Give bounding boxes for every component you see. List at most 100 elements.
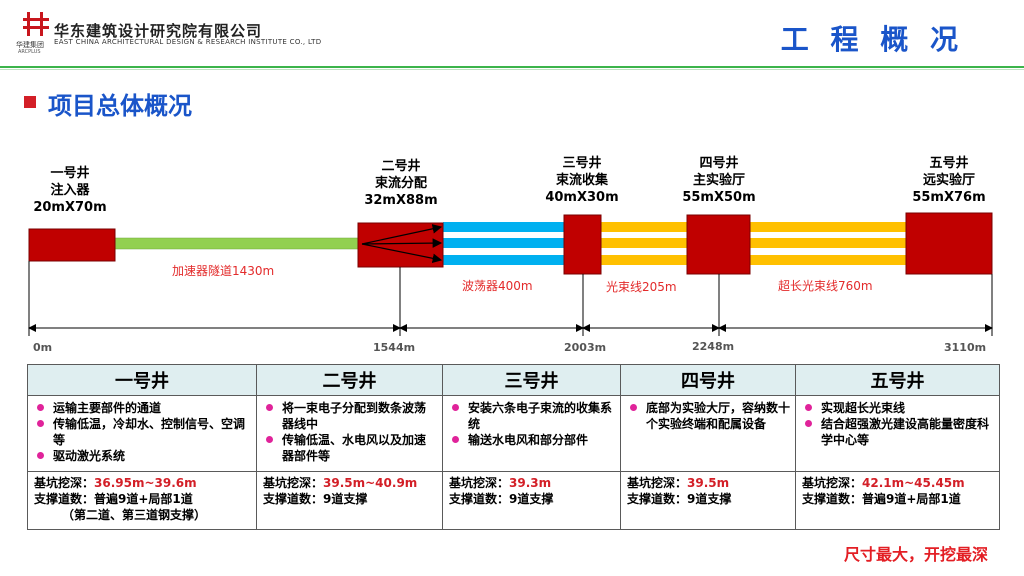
dimension-line (28, 261, 993, 336)
shaft-2-function: 束流分配 (374, 176, 427, 191)
list-item: 实现超长光束线 (805, 400, 994, 416)
beamlines (601, 222, 687, 265)
shaft-3-label: 三号井 束流收集 40mX30m (541, 155, 623, 206)
long-beamlines (750, 222, 906, 265)
depth-value: 39.5m~40.9m (323, 476, 418, 490)
table-header-row: 一号井 二号井 三号井 四号井 五号井 (27, 364, 1000, 396)
tunnel-diagram (28, 212, 993, 336)
depth-label: 基坑挖深： (263, 476, 324, 490)
section-bullet-icon (24, 96, 36, 108)
header-divider-light (0, 69, 1024, 70)
list-item: 传输低温、水电风以及加速器部件等 (266, 432, 437, 464)
company-logo-icon (23, 12, 49, 36)
shaft-4-label: 四号井 主实验厅 55mX50m (674, 155, 764, 206)
distance-1544: 1544m (373, 341, 416, 354)
support-label: 支撑道数： (627, 492, 688, 506)
long-beamline-label: 超长光束线760m (778, 279, 873, 293)
distance-2003: 2003m (564, 341, 607, 354)
depth-value: 39.5m (687, 476, 730, 490)
list-item: 安装六条电子束流的收集系统 (452, 400, 615, 432)
functions-shaft-5: 实现超长光束线 结合超强激光建设高能量密度科学中心等 (795, 395, 1000, 472)
undulator-label: 波荡器400m (462, 279, 533, 293)
functions-shaft-2: 将一束电子分配到数条波荡器线中 传输低温、水电风以及加速器部件等 (256, 395, 443, 472)
undulator-lines (443, 222, 564, 265)
list-item: 驱动激光系统 (37, 448, 251, 464)
shaft-1-size: 20mX70m (33, 200, 107, 215)
shaft-4-function: 主实验厅 (692, 173, 745, 188)
column-header-shaft-3: 三号井 (442, 364, 621, 396)
column-header-shaft-1: 一号井 (27, 364, 257, 396)
list-item: 底部为实验大厅，容纳数十个实验终端和配属设备 (630, 401, 791, 431)
support-label: 支撑道数： (34, 492, 95, 506)
shaft-2-name: 二号井 (381, 159, 421, 174)
shaft-info-table: 一号井 二号井 三号井 四号井 五号井 运输主要部件的通道 传输低温，冷却水、控… (27, 364, 1000, 530)
shaft-3-function: 束流收集 (555, 173, 608, 188)
shaft-3 (563, 214, 602, 275)
company-name-cn: 华东建筑设计研究院有限公司 (54, 22, 263, 40)
support-note: （第二道、第三道钢支撑） (62, 508, 207, 522)
stats-shaft-1: 基坑挖深：36.95m~39.6m 支撑道数：普遍9道+局部1道 （第二道、第三… (27, 471, 257, 530)
support-label: 支撑道数： (449, 492, 510, 506)
shaft-1-name: 一号井 (50, 166, 90, 181)
distance-0: 0m (33, 341, 53, 354)
depth-label: 基坑挖深： (627, 476, 688, 490)
stats-shaft-2: 基坑挖深：39.5m~40.9m 支撑道数：9道支撑 (256, 471, 443, 530)
depth-label: 基坑挖深： (34, 476, 95, 490)
company-name-en: EAST CHINA ARCHITECTURAL DESIGN & RESEAR… (54, 38, 322, 46)
stats-shaft-5: 基坑挖深：42.1m~45.45m 支撑道数：普遍9道+局部1道 (795, 471, 1000, 530)
list-item: 输送水电风和部分部件 (452, 432, 615, 448)
list-item: 传输低温，冷却水、控制信号、空调等 (37, 416, 251, 448)
support-value: 9道支撑 (687, 492, 732, 506)
shaft-5-function: 远实验厅 (922, 173, 975, 188)
column-header-shaft-5: 五号井 (795, 364, 1000, 396)
functions-shaft-4: 底部为实验大厅，容纳数十个实验终端和配属设备 (620, 395, 796, 472)
linac-tunnel (114, 237, 360, 250)
beamline-label: 光束线205m (606, 280, 677, 294)
shaft-4 (686, 214, 751, 275)
depth-value: 42.1m~45.45m (862, 476, 965, 490)
list-item: 运输主要部件的通道 (37, 400, 251, 416)
shaft-2-size: 32mX88m (364, 193, 438, 208)
stats-shaft-4: 基坑挖深：39.5m 支撑道数：9道支撑 (620, 471, 796, 530)
support-value: 普遍9道+局部1道 (862, 492, 961, 506)
depth-value: 36.95m~39.6m (94, 476, 197, 490)
functions-shaft-3: 安装六条电子束流的收集系统 输送水电风和部分部件 (442, 395, 621, 472)
page-title: 工 程 概 况 (780, 23, 964, 56)
table-row-functions: 运输主要部件的通道 传输低温，冷却水、控制信号、空调等 驱动激光系统 将一束电子… (27, 395, 1000, 472)
conclusion-text: 尺寸最大，开挖最深 (843, 545, 988, 564)
shaft-5-size: 55mX76m (912, 190, 986, 205)
shaft-1-function: 注入器 (50, 183, 90, 198)
group-name-en: ARCPLUS (18, 49, 41, 55)
list-item: 将一束电子分配到数条波荡器线中 (266, 400, 437, 432)
distance-3110: 3110m (944, 341, 987, 354)
shaft-5-label: 五号井 远实验厅 55mX76m (904, 155, 994, 206)
shaft-1-label: 一号井 注入器 20mX70m (30, 165, 110, 216)
column-header-shaft-2: 二号井 (256, 364, 443, 396)
shaft-4-size: 55mX50m (682, 190, 756, 205)
header-divider (0, 66, 1024, 68)
depth-value: 39.3m (509, 476, 552, 490)
shaft-1 (28, 228, 116, 262)
list-item: 结合超强激光建设高能量密度科学中心等 (805, 416, 994, 448)
linac-tunnel-label: 加速器隧道1430m (172, 264, 275, 278)
stats-shaft-3: 基坑挖深：39.3m 支撑道数：9道支撑 (442, 471, 621, 530)
shaft-3-size: 40mX30m (545, 190, 619, 205)
depth-label: 基坑挖深： (802, 476, 863, 490)
support-label: 支撑道数： (802, 492, 863, 506)
section-title: 项目总体概况 (48, 92, 192, 120)
beam-distribution-arrows (361, 224, 443, 264)
support-label: 支撑道数： (263, 492, 324, 506)
depth-label: 基坑挖深： (449, 476, 510, 490)
support-value: 9道支撑 (509, 492, 554, 506)
distance-2248: 2248m (692, 340, 735, 353)
table-row-stats: 基坑挖深：36.95m~39.6m 支撑道数：普遍9道+局部1道 （第二道、第三… (27, 471, 1000, 530)
shaft-5-name: 五号井 (929, 156, 969, 171)
support-value: 9道支撑 (323, 492, 368, 506)
support-value: 普遍9道+局部1道 (94, 492, 193, 506)
group-name-cn: 华建集团 (16, 41, 44, 49)
functions-shaft-1: 运输主要部件的通道 传输低温，冷却水、控制信号、空调等 驱动激光系统 (27, 395, 257, 472)
shaft-5 (905, 212, 993, 275)
column-header-shaft-4: 四号井 (620, 364, 796, 396)
shaft-2-label: 二号井 束流分配 32mX88m (360, 158, 442, 209)
shaft-3-name: 三号井 (562, 156, 602, 171)
